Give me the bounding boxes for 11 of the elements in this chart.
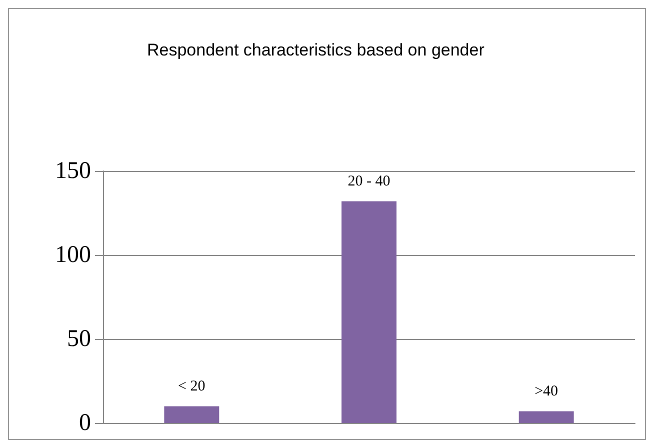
y-tick-label: 50 bbox=[67, 326, 91, 352]
y-tick-label: 100 bbox=[55, 242, 91, 268]
y-tick-label: 150 bbox=[55, 158, 91, 184]
bar bbox=[164, 406, 220, 423]
x-tick-label: < 20 bbox=[178, 378, 206, 395]
bar bbox=[518, 411, 574, 423]
x-tick-label: 20 - 40 bbox=[348, 174, 390, 190]
y-tick-label: 0 bbox=[79, 410, 91, 436]
bar bbox=[342, 201, 396, 423]
x-tick-label: >40 bbox=[534, 384, 558, 400]
chart-title: Respondent characteristics based on gender bbox=[147, 40, 485, 60]
